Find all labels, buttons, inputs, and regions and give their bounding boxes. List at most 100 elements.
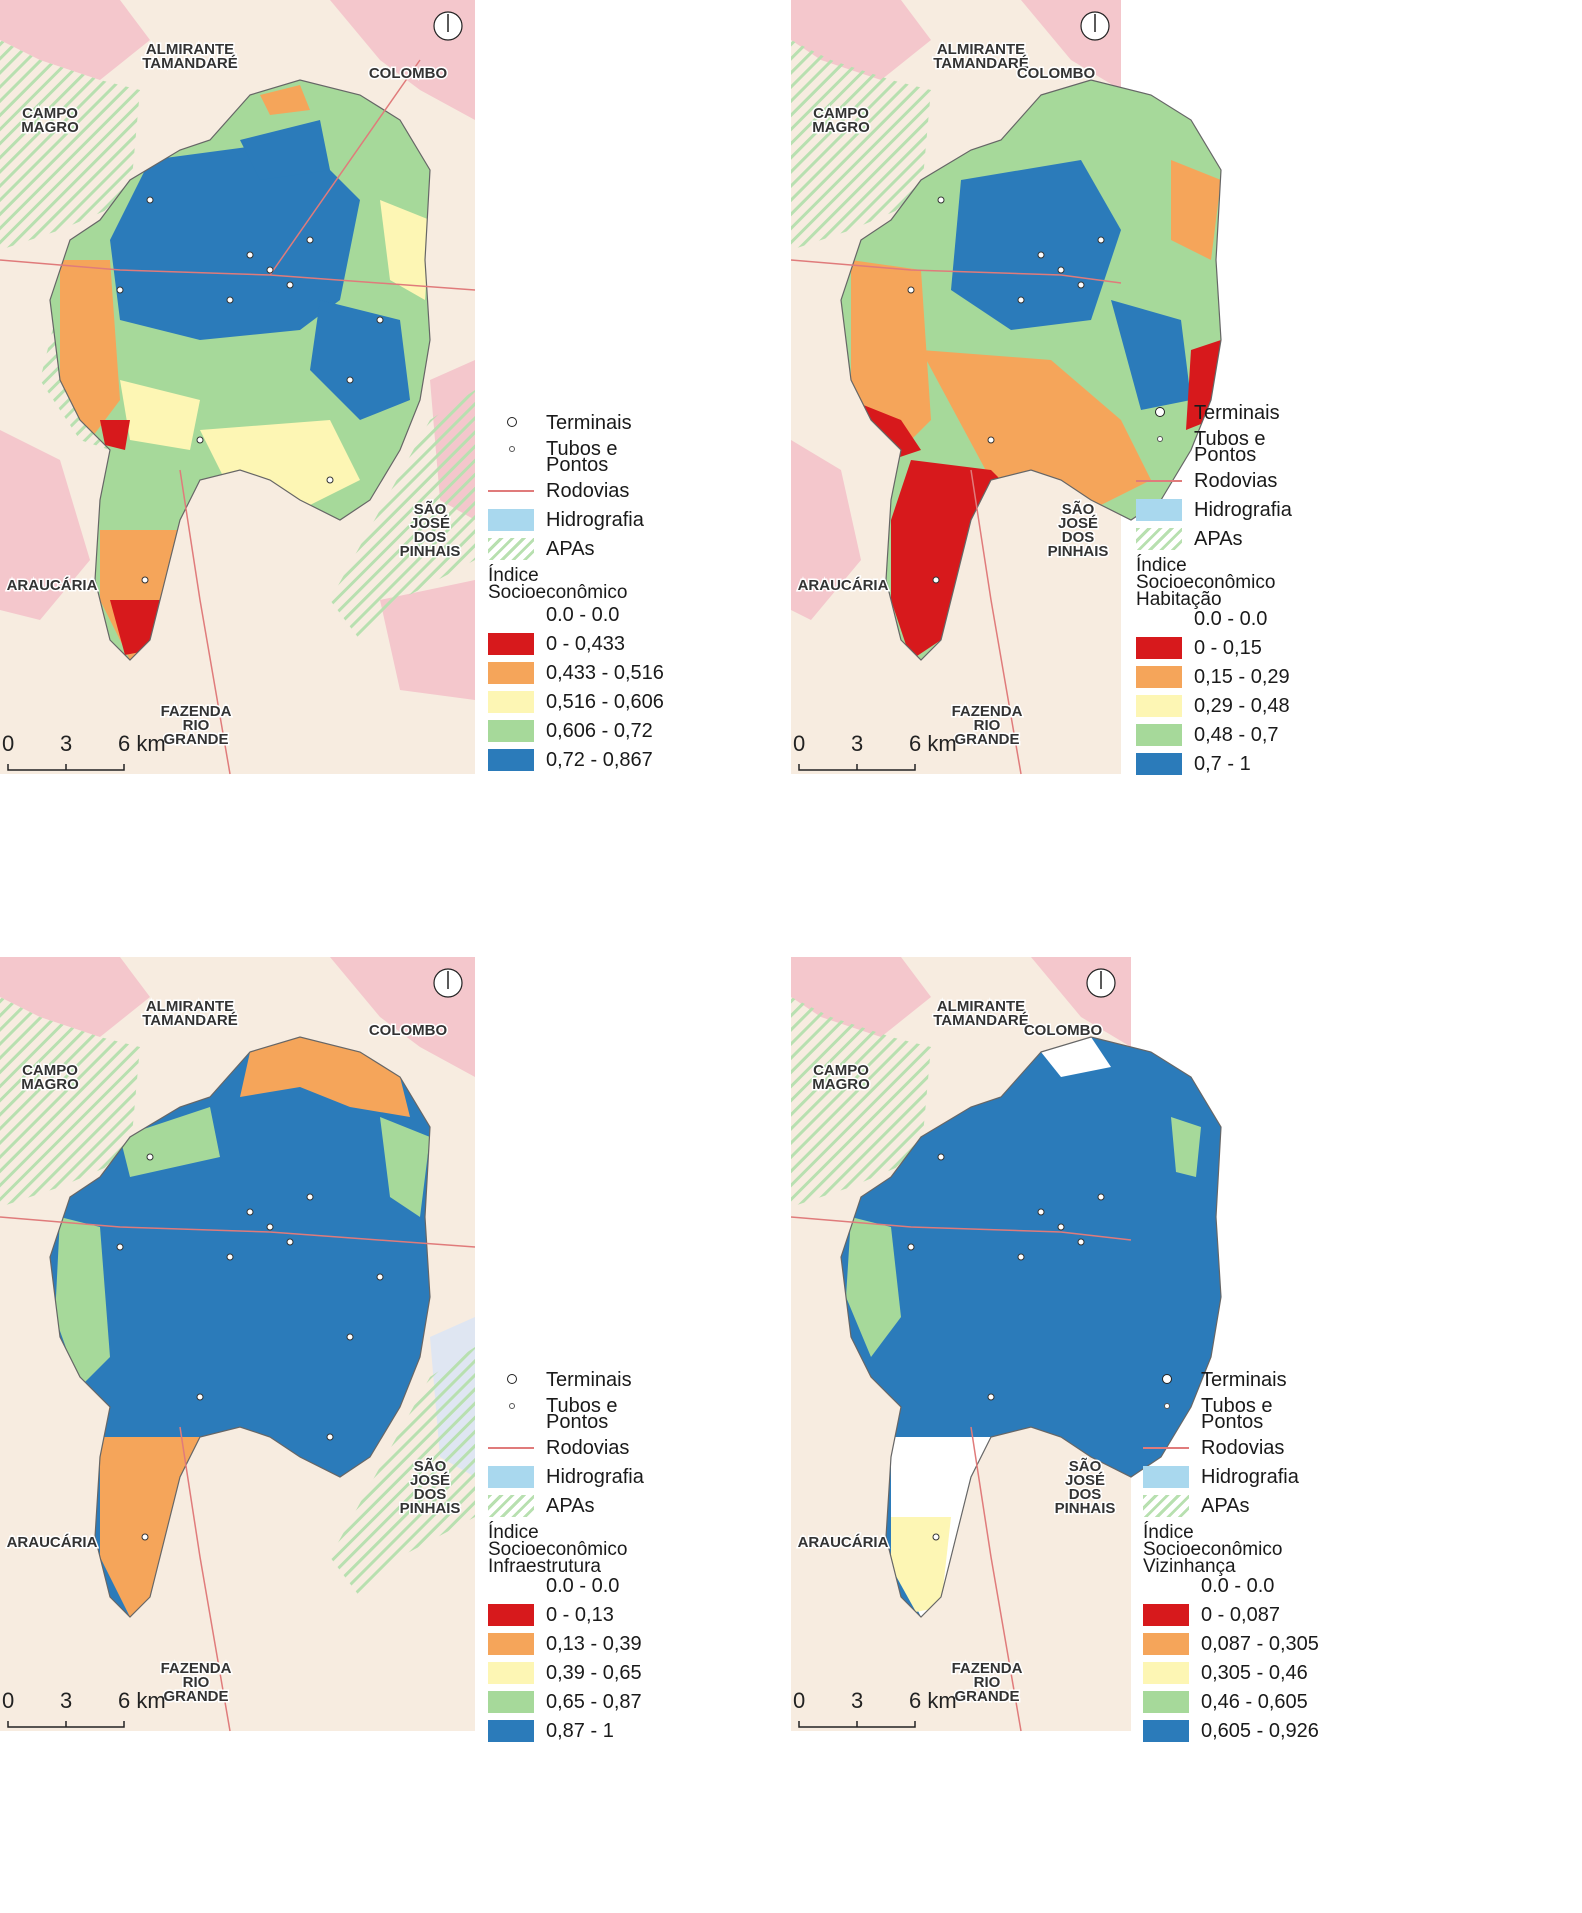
apa-area [330, 390, 475, 640]
label-sao-jose-2: JOSÉ [410, 1472, 450, 1489]
label-sao-jose-1: SÃO [1069, 1457, 1102, 1475]
label-sao-jose-3: DOS [414, 529, 447, 546]
apa-area [330, 1347, 475, 1597]
legend: Terminais Tubos e Pontos Rodovias Hidrog… [488, 411, 664, 771]
legend-null-class: 0.0 - 0.0 [546, 603, 620, 626]
legend-class-4: 0,87 - 1 [488, 1720, 614, 1742]
label-colombo: COLOMBO [369, 1022, 448, 1039]
label-campo-magro-1: CAMPO [22, 1062, 78, 1079]
city-boundary [840, 79, 1222, 661]
legend-class-3: 0,606 - 0,72 [488, 720, 653, 742]
legend-class-1: 0,433 - 0,516 [488, 662, 664, 684]
map-panel-habitacao: ALMIRANTE TAMANDARÉ COLOMBO CAMPO MAGRO … [791, 0, 1582, 956]
legend-class-0: 0 - 0,433 [488, 633, 625, 655]
legend-apas: APAs [488, 1495, 595, 1517]
legend-class-4: 0,605 - 0,926 [1143, 1720, 1319, 1742]
legend-class-3: 0,46 - 0,605 [1143, 1691, 1308, 1713]
label-sao-jose-2: JOSÉ [1058, 515, 1098, 532]
legend-class-2: 0,39 - 0,65 [488, 1662, 642, 1684]
map-panel-socioeconomico: ALMIRANTE TAMANDARÉ COLOMBO CAMPO MAGRO … [0, 0, 791, 956]
label-sao-jose-4: PINHAIS [1048, 543, 1109, 560]
label-campo-magro-2: MAGRO [21, 1076, 79, 1093]
north-arrow [433, 968, 463, 998]
legend-title: Índice Socioeconômico Habitação [1136, 555, 1276, 610]
label-almirante-1: ALMIRANTE [937, 998, 1025, 1015]
label-colombo: COLOMBO [369, 65, 448, 82]
legend-terminais: Terminais [488, 1369, 632, 1391]
label-almirante-2: TAMANDARÉ [142, 1012, 238, 1029]
label-campo-magro-2: MAGRO [812, 1076, 870, 1093]
legend-class-4: 0,72 - 0,867 [488, 749, 653, 771]
north-arrow [1086, 968, 1116, 998]
label-campo-magro-1: CAMPO [813, 105, 869, 122]
legend-tubos: Tubos e [1136, 428, 1266, 450]
legend-class-4: 0,7 - 1 [1136, 753, 1251, 775]
label-fazenda-2: RIO [974, 1674, 1001, 1691]
legend-terminais: Terminais [1143, 1369, 1287, 1391]
label-almirante-1: ALMIRANTE [146, 998, 234, 1015]
highway [970, 469, 1022, 775]
label-sao-jose-4: PINHAIS [400, 543, 461, 560]
label-araucaria: ARAUCÁRIA [798, 1534, 889, 1551]
label-araucaria: ARAUCÁRIA [798, 577, 889, 594]
transit-stops [116, 1153, 384, 1541]
legend-hidrografia: Hidrografia [1136, 499, 1292, 521]
label-sao-jose-1: SÃO [414, 500, 447, 518]
label-campo-magro-2: MAGRO [812, 119, 870, 136]
legend-rodovias: Rodovias [488, 1437, 629, 1459]
svg-text:6 km: 6 km [909, 1688, 957, 1713]
legend-class-2: 0,305 - 0,46 [1143, 1662, 1308, 1684]
map-socioeconomico: ALMIRANTE TAMANDARÉ COLOMBO CAMPO MAGRO … [0, 0, 476, 775]
legend-null-class: 0.0 - 0.0 [1201, 1574, 1275, 1597]
label-colombo: COLOMBO [1024, 1022, 1103, 1039]
label-fazenda-1: FAZENDA [952, 703, 1023, 720]
label-almirante-2: TAMANDARÉ [933, 55, 1029, 72]
transit-stops [907, 196, 1105, 584]
map-infraestrutura: ALMIRANTE TAMANDARÉ COLOMBO CAMPO MAGRO … [0, 957, 476, 1732]
svg-text:0: 0 [793, 1688, 805, 1713]
label-campo-magro-1: CAMPO [813, 1062, 869, 1079]
label-fazenda-3: GRANDE [954, 731, 1019, 748]
legend-tubos: Tubos e [488, 438, 618, 460]
svg-text:0: 0 [793, 731, 805, 756]
label-sao-jose-2: JOSÉ [410, 515, 450, 532]
label-sao-jose-4: PINHAIS [400, 1500, 461, 1517]
label-fazenda-3: GRANDE [954, 1688, 1019, 1705]
city-boundary [49, 79, 431, 661]
label-fazenda-1: FAZENDA [952, 1660, 1023, 1677]
label-sao-jose-3: DOS [1062, 529, 1095, 546]
urban-area [791, 440, 861, 620]
scale-bar: 0 3 6 km [793, 1688, 957, 1728]
label-araucaria: ARAUCÁRIA [7, 577, 98, 594]
svg-text:0: 0 [2, 731, 14, 756]
svg-text:6 km: 6 km [118, 731, 166, 756]
label-almirante-2: TAMANDARÉ [142, 55, 238, 72]
legend-class-3: 0,48 - 0,7 [1136, 724, 1279, 746]
legend-class-1: 0,13 - 0,39 [488, 1633, 642, 1655]
label-sao-jose-3: DOS [1069, 1486, 1102, 1503]
legend-title: Índice Socioeconômico [488, 565, 628, 603]
map-habitacao: ALMIRANTE TAMANDARÉ COLOMBO CAMPO MAGRO … [791, 0, 1222, 775]
legend: Terminais Tubos e Pontos Rodovias Hidrog… [1143, 1368, 1319, 1742]
legend: Terminais Tubos e Pontos Rodovias Hidrog… [488, 1368, 644, 1742]
label-sao-jose-2: JOSÉ [1065, 1472, 1105, 1489]
label-campo-magro-2: MAGRO [21, 119, 79, 136]
legend-apas: APAs [1136, 528, 1243, 550]
label-sao-jose-1: SÃO [1062, 500, 1095, 518]
legend-hidrografia: Hidrografia [488, 1466, 644, 1488]
legend-rodovias: Rodovias [488, 480, 629, 502]
highway [791, 1216, 1132, 1241]
legend-hidrografia: Hidrografia [488, 509, 644, 531]
legend-tubos: Tubos e [1143, 1395, 1273, 1417]
label-colombo: COLOMBO [1017, 65, 1096, 82]
legend-title: Índice Socioeconômico Vizinhança [1143, 1522, 1283, 1577]
label-sao-jose-1: SÃO [414, 1457, 447, 1475]
legend-title: Índice Socioeconômico Infraestrutura [488, 1522, 628, 1577]
north-arrow [1080, 11, 1110, 41]
legend-class-0: 0 - 0,087 [1143, 1604, 1280, 1626]
legend-null-class: 0.0 - 0.0 [1194, 607, 1268, 630]
scale-bar: 0 3 6 km [2, 1688, 166, 1728]
svg-text:6 km: 6 km [118, 1688, 166, 1713]
legend-class-2: 0,29 - 0,48 [1136, 695, 1290, 717]
highway [179, 1426, 231, 1732]
